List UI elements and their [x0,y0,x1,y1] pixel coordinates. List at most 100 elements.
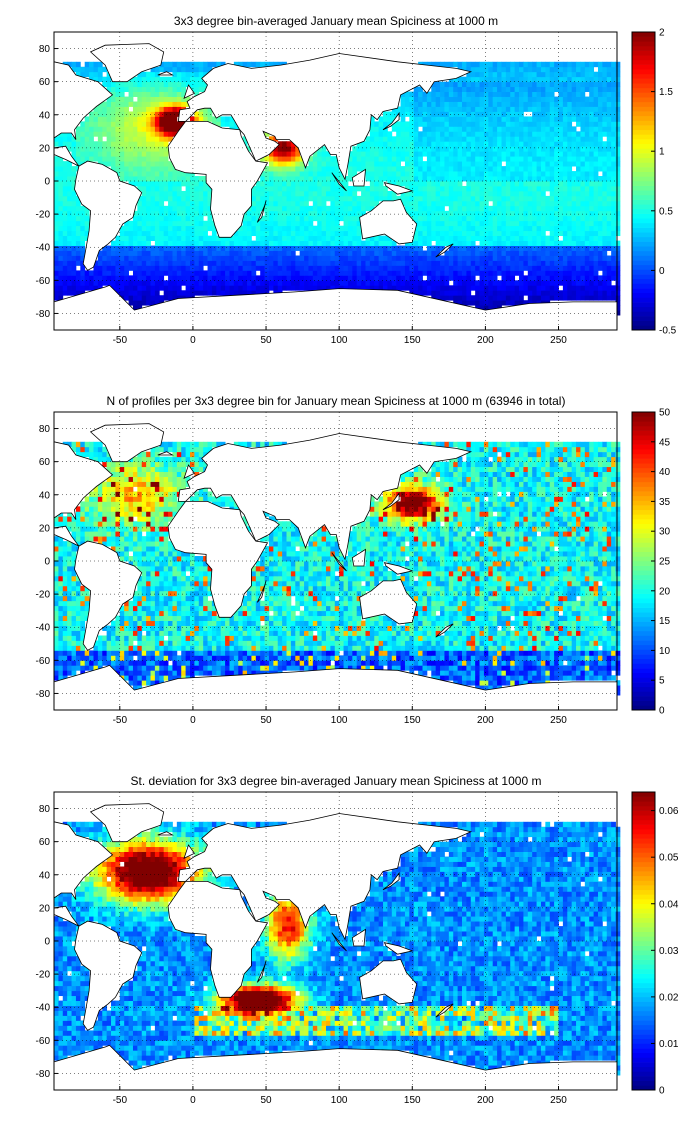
data-cell [480,62,485,67]
data-cell [449,107,454,112]
data-cell [159,186,164,191]
data-cell [102,151,107,156]
data-cell [431,171,436,176]
data-cell [168,131,173,136]
data-cell [54,665,59,670]
data-cell [554,111,559,116]
data-cell [287,221,292,226]
data-cell [493,290,498,295]
data-cell [155,146,160,151]
data-cell [475,251,480,256]
data-cell [528,67,533,72]
data-cell [168,260,173,265]
data-cell [594,72,599,77]
data-cell [598,141,603,146]
data-cell [576,62,581,67]
data-cell [427,285,432,290]
data-cell [611,77,616,82]
data-cell [589,102,594,107]
data-cell [458,206,463,211]
data-cell [304,181,309,186]
data-cell [212,275,217,280]
data-cell [212,251,217,256]
data-cell [567,146,572,151]
data-cell [497,107,502,112]
data-cell [506,680,511,685]
data-cell [418,151,423,156]
data-cell [559,62,564,67]
data-cell [392,136,397,141]
data-cell [273,241,278,246]
data-cell [572,97,577,102]
data-cell [515,231,520,236]
data-cell [146,231,151,236]
data-cell [480,290,485,295]
data-cell [282,236,287,241]
data-cell [313,260,318,265]
data-cell [115,246,120,251]
data-cell [444,236,449,241]
data-cell [326,166,331,171]
data-cell [594,121,599,126]
data-cell [532,231,537,236]
data-cell [611,82,616,87]
data-cell [453,121,458,126]
data-cell [67,246,72,251]
data-cell [515,62,520,67]
data-cell [409,161,414,166]
data-cell [238,256,243,261]
data-cell [616,295,621,300]
data-cell [72,206,77,211]
data-cell [361,151,366,156]
data-cell [466,166,471,171]
data-cell [208,665,213,670]
data-cell [387,275,392,280]
data-cell [243,285,248,290]
data-cell [164,206,169,211]
data-cell [265,156,270,161]
data-cell [585,675,590,680]
data-cell [497,131,502,136]
data-cell [137,680,142,685]
data-cell [585,116,590,121]
data-cell [563,670,568,675]
data-cell [427,111,432,116]
data-cell [576,176,581,181]
colorbar-step [632,214,655,219]
data-cell [541,280,546,285]
data-cell [554,206,559,211]
data-cell [216,665,221,670]
data-cell [532,67,537,72]
colorbar-step [632,37,655,42]
data-cell [322,186,327,191]
data-cell [212,256,217,261]
data-cell [203,211,208,216]
data-cell [567,126,572,131]
data-cell [436,176,441,181]
data-cell [484,181,489,186]
data-cell [611,251,616,256]
data-cell [598,216,603,221]
data-cell [405,201,410,206]
data-cell [598,181,603,186]
data-cell [431,236,436,241]
data-cell [295,186,300,191]
data-cell [523,146,528,151]
data-cell [374,196,379,201]
data-cell [545,151,550,156]
data-cell [585,111,590,116]
data-cell [129,97,134,102]
data-cell [374,265,379,270]
data-cell [85,221,90,226]
data-cell [295,236,300,241]
data-cell [444,161,449,166]
data-cell [497,126,502,131]
data-cell [199,265,204,270]
data-cell [409,116,414,121]
colorbar-step [632,190,655,195]
data-cell [453,186,458,191]
data-cell [392,176,397,181]
data-cell [313,206,318,211]
data-cell [567,111,572,116]
data-cell [440,121,445,126]
